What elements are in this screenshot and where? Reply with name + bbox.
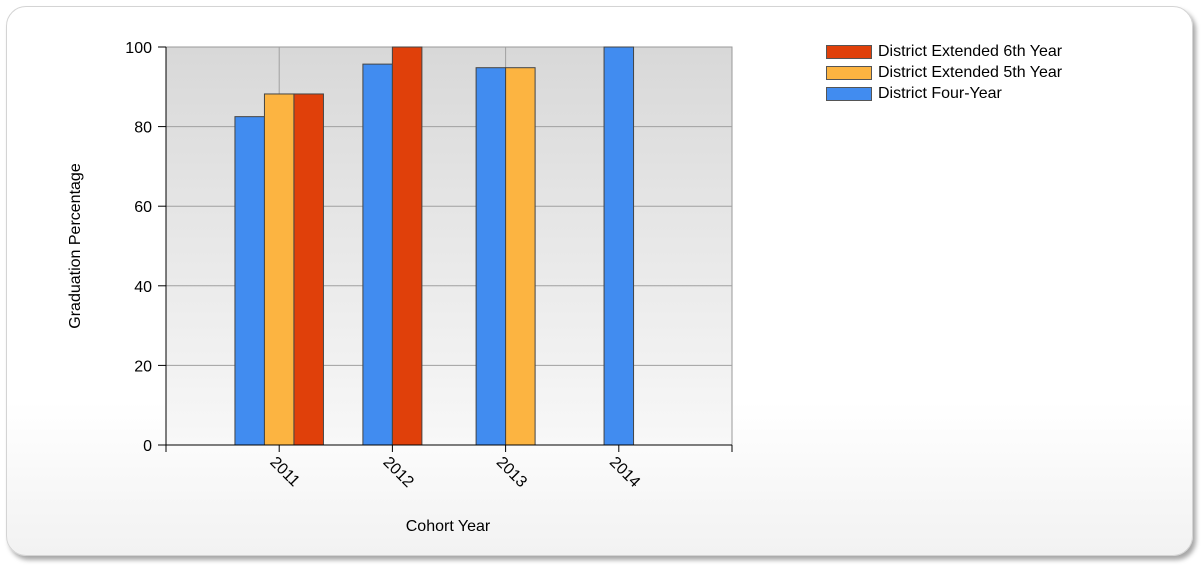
bar <box>234 116 265 446</box>
y-tick-label: 20 <box>134 358 152 375</box>
x-tick-label: 2012 <box>380 454 417 491</box>
legend-label: District Four-Year <box>878 84 1002 102</box>
legend-item-four-year: District Four-Year <box>826 83 1062 104</box>
bar <box>475 67 507 446</box>
y-tick-label: 80 <box>134 120 152 137</box>
y-axis-title: Graduation Percentage <box>67 163 84 329</box>
legend-swatch <box>826 65 872 80</box>
legend-label: District Extended 5th Year <box>878 63 1063 81</box>
legend: District Extended 6th Year District Exte… <box>826 41 1062 104</box>
y-tick-label: 40 <box>134 279 152 296</box>
y-tick-label: 0 <box>143 438 152 455</box>
y-tick-label: 60 <box>134 199 152 216</box>
y-tick-label: 100 <box>125 40 152 57</box>
bar <box>263 93 295 446</box>
x-axis-title: Cohort Year <box>406 518 491 535</box>
legend-swatch <box>826 86 872 101</box>
legend-item-extended-5th: District Extended 5th Year <box>826 62 1062 83</box>
x-tick-label: 2014 <box>606 454 643 491</box>
bar <box>391 46 423 446</box>
bar <box>362 63 393 446</box>
legend-label: District Extended 6th Year <box>878 42 1063 60</box>
bar <box>505 67 536 446</box>
legend-swatch <box>826 44 872 59</box>
bar <box>603 46 635 446</box>
legend-item-extended-6th: District Extended 6th Year <box>826 41 1062 62</box>
bar <box>293 93 324 446</box>
x-tick-label: 2013 <box>493 454 530 491</box>
x-tick-label: 2011 <box>266 454 302 490</box>
